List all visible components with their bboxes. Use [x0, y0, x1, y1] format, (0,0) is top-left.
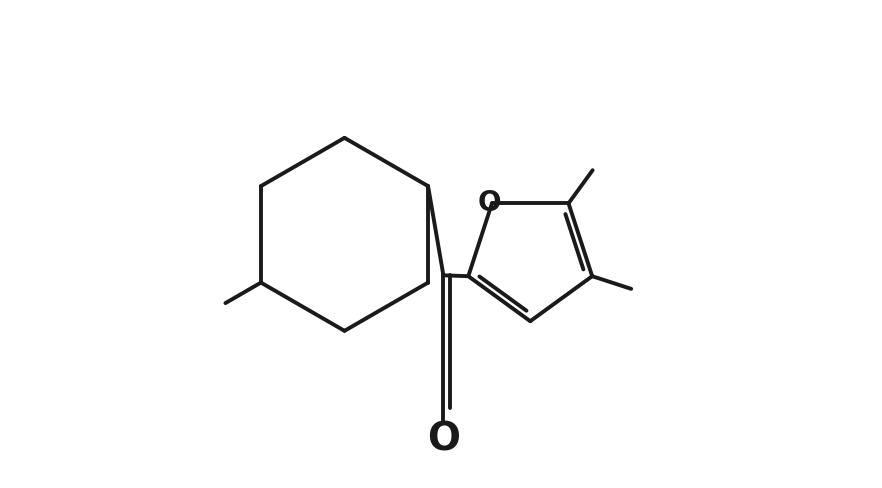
Text: O: O [478, 189, 501, 217]
Text: O: O [427, 420, 460, 458]
